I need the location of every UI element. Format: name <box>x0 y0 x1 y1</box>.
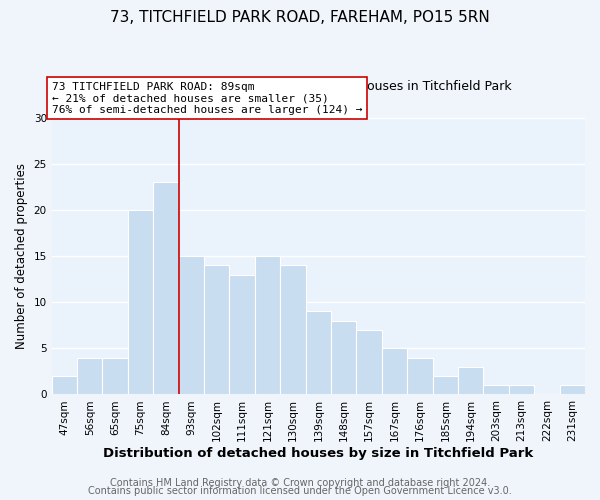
Bar <box>77 358 103 395</box>
Bar <box>52 376 77 394</box>
Bar <box>382 348 407 395</box>
Bar <box>458 367 484 394</box>
Bar <box>153 182 179 394</box>
Bar <box>331 320 356 394</box>
Bar <box>509 385 534 394</box>
Bar <box>407 358 433 395</box>
Text: 73, TITCHFIELD PARK ROAD, FAREHAM, PO15 5RN: 73, TITCHFIELD PARK ROAD, FAREHAM, PO15 … <box>110 10 490 25</box>
Text: 73 TITCHFIELD PARK ROAD: 89sqm
← 21% of detached houses are smaller (35)
76% of : 73 TITCHFIELD PARK ROAD: 89sqm ← 21% of … <box>52 82 362 115</box>
Bar <box>229 274 255 394</box>
Text: Contains HM Land Registry data © Crown copyright and database right 2024.: Contains HM Land Registry data © Crown c… <box>110 478 490 488</box>
Title: Size of property relative to detached houses in Titchfield Park: Size of property relative to detached ho… <box>125 80 512 93</box>
Bar <box>433 376 458 394</box>
Bar <box>103 358 128 395</box>
Bar <box>356 330 382 394</box>
Bar <box>484 385 509 394</box>
X-axis label: Distribution of detached houses by size in Titchfield Park: Distribution of detached houses by size … <box>103 447 533 460</box>
Text: Contains public sector information licensed under the Open Government Licence v3: Contains public sector information licen… <box>88 486 512 496</box>
Bar <box>255 256 280 394</box>
Bar <box>280 266 305 394</box>
Bar <box>204 266 229 394</box>
Bar <box>305 312 331 394</box>
Bar <box>128 210 153 394</box>
Y-axis label: Number of detached properties: Number of detached properties <box>15 163 28 349</box>
Bar <box>179 256 204 394</box>
Bar <box>560 385 585 394</box>
